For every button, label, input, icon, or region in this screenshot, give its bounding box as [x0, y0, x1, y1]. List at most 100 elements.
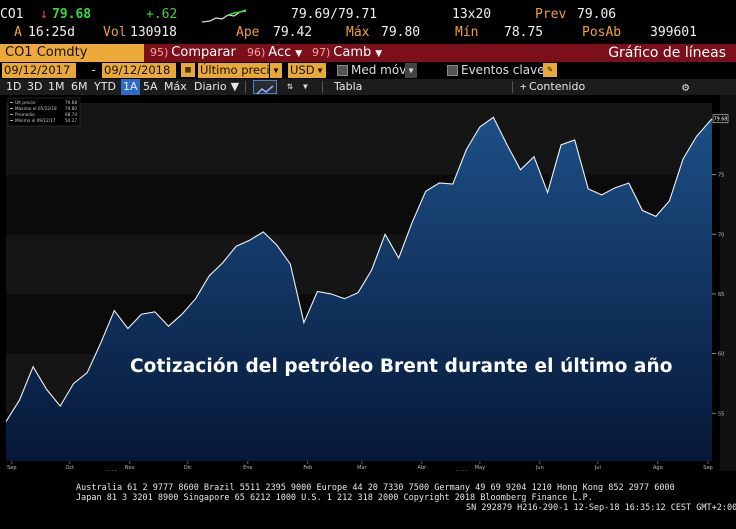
legend-value: 79.80	[65, 106, 77, 111]
x-tick-label: Jun	[535, 465, 544, 471]
function-bar: CO1 Comdty 95) Comparar 96) Acc ▼ 97) Camb ▼ …	[0, 44, 736, 62]
x-tick-label: Ago	[653, 465, 663, 471]
overlay-title: Cotización del petróleo Brent durante el…	[130, 356, 673, 377]
y-tick-label: 65	[718, 292, 724, 298]
x-tick-label: Oct	[66, 465, 75, 471]
divider	[245, 81, 246, 93]
legend-label: Últ precio	[15, 100, 36, 105]
chevron-down-icon: ▼	[230, 80, 240, 93]
key-events-checkbox[interactable]	[447, 65, 458, 76]
quote-row-2: A 16:25d Vol 130918 Ape 79.42 Máx 79.80 …	[0, 25, 736, 43]
last-price-flag	[712, 114, 729, 124]
range-button-1a[interactable]: 1A	[121, 79, 140, 95]
period-label: Diario	[194, 80, 227, 93]
plus-icon[interactable]: +	[520, 80, 527, 93]
x-tick-label: Ene	[243, 465, 252, 471]
compare-number: 95)	[150, 46, 169, 59]
chevron-down-icon[interactable]: ▼	[405, 63, 417, 78]
start-date-field[interactable]: 09/12/2017	[2, 63, 76, 78]
settings-icon[interactable]: ⇅	[287, 81, 294, 92]
ticker: CO1	[0, 7, 24, 22]
legend-label: Máximo el 05/22/18	[15, 106, 57, 111]
divider	[512, 81, 513, 93]
down-arrow-icon: ↓	[40, 7, 48, 22]
x-tick-label: Dic	[184, 465, 192, 471]
compare-label: Comparar	[171, 45, 236, 60]
prev-label: Prev	[535, 7, 567, 22]
high-value: 79.80	[381, 25, 421, 40]
range-button-ytd[interactable]: YTD	[94, 80, 116, 93]
prev-value: 79.06	[577, 7, 617, 22]
open-value: 79.42	[273, 25, 313, 40]
compare-button[interactable]: 95) Comparar	[150, 44, 236, 62]
x-year-label: 2018	[456, 470, 468, 471]
edit-button[interactable]: 97) Camb ▼	[312, 44, 382, 62]
volume-value: 130918	[130, 25, 177, 40]
chart-svg: 55 60 65 70 75 Sep Oct Nov Dic Ene Feb Mar Abr May Ju…	[0, 95, 736, 471]
x-tick-label: Sep	[703, 465, 712, 471]
price-chart[interactable]: 55 60 65 70 75 Sep Oct Nov Dic Ene Feb Mar Abr May Ju…	[0, 95, 736, 471]
range-button-máx[interactable]: Máx	[164, 80, 187, 93]
currency-select[interactable]: USD	[288, 63, 314, 78]
x-tick-label: Mar	[357, 465, 367, 471]
actions-label: Acc	[268, 45, 292, 60]
x-tick-label: Sep	[7, 465, 16, 471]
volume-label: Vol	[103, 25, 127, 40]
low-value: 78.75	[504, 25, 544, 40]
y-tick-label: 55	[718, 411, 724, 417]
line-chart-icon[interactable]	[253, 80, 277, 95]
high-label: Máx	[346, 25, 370, 40]
actions-button[interactable]: 96) Acc ▼	[247, 44, 302, 62]
chart-band	[6, 103, 712, 175]
net-change: +.62	[146, 7, 178, 22]
content-label: Contenido	[529, 80, 586, 93]
bid-ask-size: 13x20	[452, 7, 492, 22]
x-tick-label: Nov	[125, 465, 135, 471]
content-button[interactable]: Contenido	[529, 79, 585, 95]
footer-line-2: Japan 81 3 3201 8900 Singapore 65 6212 1…	[76, 493, 593, 503]
chevron-down-icon[interactable]: ▼	[314, 63, 326, 78]
range-button-3d[interactable]: 3D	[27, 80, 43, 93]
divider	[322, 81, 323, 93]
legend-value: 68.74	[65, 112, 77, 117]
range-button-1d[interactable]: 1D	[6, 80, 22, 93]
edit-label: Camb	[333, 45, 372, 60]
price-area	[6, 117, 712, 462]
settings-row: 09/12/2017 - 09/12/2018 ▦ Último precio …	[0, 62, 736, 79]
chart-legend: Últ precio 79.68 Máximo el 05/22/18 79.80 Pr…	[7, 97, 81, 127]
tools-icon[interactable]	[446, 80, 476, 94]
security-field[interactable]: CO1 Comdty	[0, 44, 144, 62]
sparkline-icon	[201, 9, 247, 27]
range-row: 1D 3D 1M 6M YTD 1A 5A Máx Diario ▼ ⇅ ▼ Tabla + C…	[0, 79, 736, 95]
low-label: Mín	[455, 25, 479, 40]
table-button[interactable]: Tabla	[334, 80, 363, 93]
last-price-flag-label: 79.68	[714, 117, 728, 123]
legend-box	[7, 97, 81, 127]
bid-ask: 79.69/79.71	[291, 7, 378, 22]
quote-row-1: CO1 ↓ 79.68 +.62 79.69/79.71 13x20 Prev …	[0, 7, 736, 25]
legend-label: Promedio	[15, 112, 35, 117]
range-button-1m[interactable]: 1M	[48, 80, 65, 93]
gear-icon[interactable]: ⚙	[682, 80, 690, 94]
end-date-field[interactable]: 09/12/2018	[102, 63, 176, 78]
chevron-down-icon[interactable]: ▼	[270, 63, 282, 78]
range-button-6m[interactable]: 6M	[71, 80, 88, 93]
calendar-icon[interactable]: ▦	[181, 63, 195, 77]
key-events-icon[interactable]: ✎	[543, 63, 557, 77]
y-tick-label: 75	[718, 173, 724, 179]
legend-value: 79.68	[65, 100, 77, 105]
chart-type-title: Gráfico de líneas	[608, 45, 726, 61]
open-label: Ape	[236, 25, 260, 40]
range-button-5a[interactable]: 5A	[143, 80, 158, 93]
mov-avg-label: Med móv	[351, 63, 407, 77]
quote-time: 16:25d	[28, 25, 75, 40]
x-tick-label: Jul	[594, 465, 601, 471]
mov-avg-checkbox[interactable]	[337, 65, 348, 76]
chevron-down-icon[interactable]: ▼	[303, 82, 308, 91]
field-select[interactable]: Último precio	[198, 63, 269, 78]
open-interest-label: PosAb	[582, 25, 622, 40]
x-tick-label: May	[475, 465, 485, 471]
period-select[interactable]: Diario ▼	[194, 79, 239, 95]
chevron-down-icon: ▼	[295, 49, 303, 59]
y-tick-label: 70	[718, 232, 724, 238]
